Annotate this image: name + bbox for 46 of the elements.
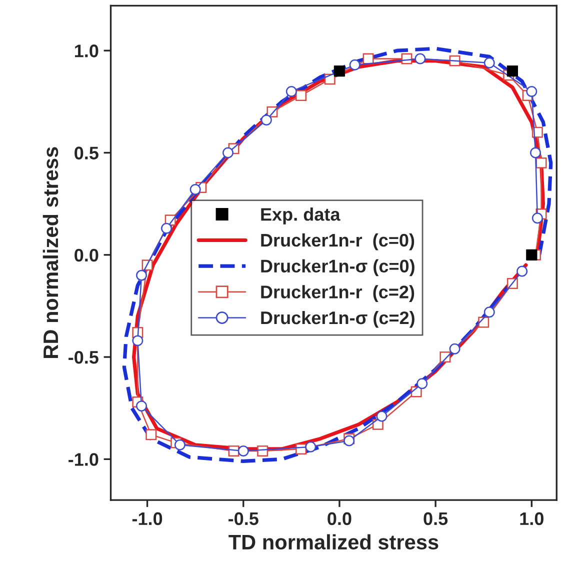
x-tick-label: -1.0	[132, 512, 162, 526]
point	[286, 86, 297, 97]
point	[190, 184, 201, 195]
point	[238, 446, 249, 456]
point	[161, 222, 172, 234]
y-tick-label: 1.0	[74, 44, 98, 58]
legend-label: Drucker1n-r (c=2)	[261, 285, 414, 302]
y-tick-label: -1.0	[68, 453, 98, 466]
x-tick-label: 0.5	[424, 512, 448, 526]
point	[484, 306, 495, 318]
y-axis-title: RD normalized stress	[42, 147, 58, 358]
point	[416, 378, 428, 390]
legend-label: Drucker1n-σ (c=2)	[261, 310, 414, 328]
point	[136, 400, 147, 412]
point	[349, 59, 360, 70]
point	[526, 249, 538, 260]
point	[376, 410, 388, 422]
point	[532, 212, 543, 224]
point	[516, 266, 528, 277]
point	[414, 53, 426, 64]
legend-label: Exp. data	[261, 208, 340, 224]
point	[132, 335, 144, 346]
point	[449, 343, 460, 354]
x-tick-label: -0.5	[228, 512, 258, 526]
y-tick-label: 0.0	[74, 248, 98, 262]
x-tick-label: 0.0	[328, 512, 352, 526]
point	[334, 65, 346, 77]
legend-label: Drucker1n-r (c=0)	[261, 233, 414, 250]
point	[484, 57, 495, 68]
point	[530, 147, 541, 158]
point	[260, 114, 272, 126]
point	[305, 441, 316, 452]
point	[506, 65, 518, 77]
point	[174, 439, 186, 450]
point	[536, 157, 547, 168]
point	[296, 90, 307, 102]
point	[136, 270, 147, 281]
y-tick-label: -0.5	[68, 350, 98, 364]
legend-label: Drucker1n-σ (c=0)	[261, 259, 414, 276]
point	[222, 147, 234, 158]
point	[146, 429, 157, 440]
y-tick-label: 0.5	[74, 146, 98, 160]
point	[526, 86, 538, 97]
point	[362, 53, 374, 64]
x-axis-title: TD normalized stress	[228, 534, 438, 550]
x-tick-label: 1.0	[520, 512, 544, 526]
